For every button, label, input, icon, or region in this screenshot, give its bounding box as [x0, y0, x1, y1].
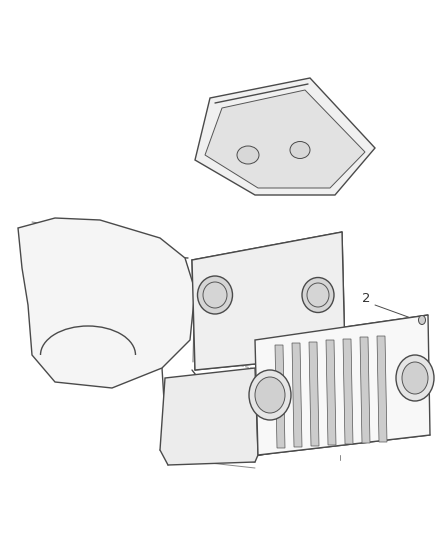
Ellipse shape	[396, 355, 434, 401]
Ellipse shape	[198, 276, 233, 314]
Polygon shape	[343, 339, 353, 444]
Ellipse shape	[237, 146, 259, 164]
Polygon shape	[377, 336, 387, 442]
Ellipse shape	[402, 362, 428, 394]
Ellipse shape	[290, 141, 310, 158]
Polygon shape	[326, 340, 336, 445]
Polygon shape	[205, 90, 365, 188]
Ellipse shape	[249, 370, 291, 420]
Polygon shape	[292, 343, 302, 447]
Ellipse shape	[255, 377, 285, 413]
Ellipse shape	[418, 316, 425, 325]
Polygon shape	[192, 232, 345, 370]
Polygon shape	[255, 315, 430, 455]
Polygon shape	[309, 342, 319, 446]
Polygon shape	[160, 368, 258, 465]
Text: 2: 2	[362, 292, 370, 304]
Text: 1: 1	[204, 416, 212, 430]
Polygon shape	[195, 78, 375, 195]
Ellipse shape	[302, 278, 334, 312]
Text: 3: 3	[241, 289, 249, 303]
Polygon shape	[360, 337, 370, 443]
Polygon shape	[275, 345, 285, 448]
Polygon shape	[18, 218, 195, 388]
